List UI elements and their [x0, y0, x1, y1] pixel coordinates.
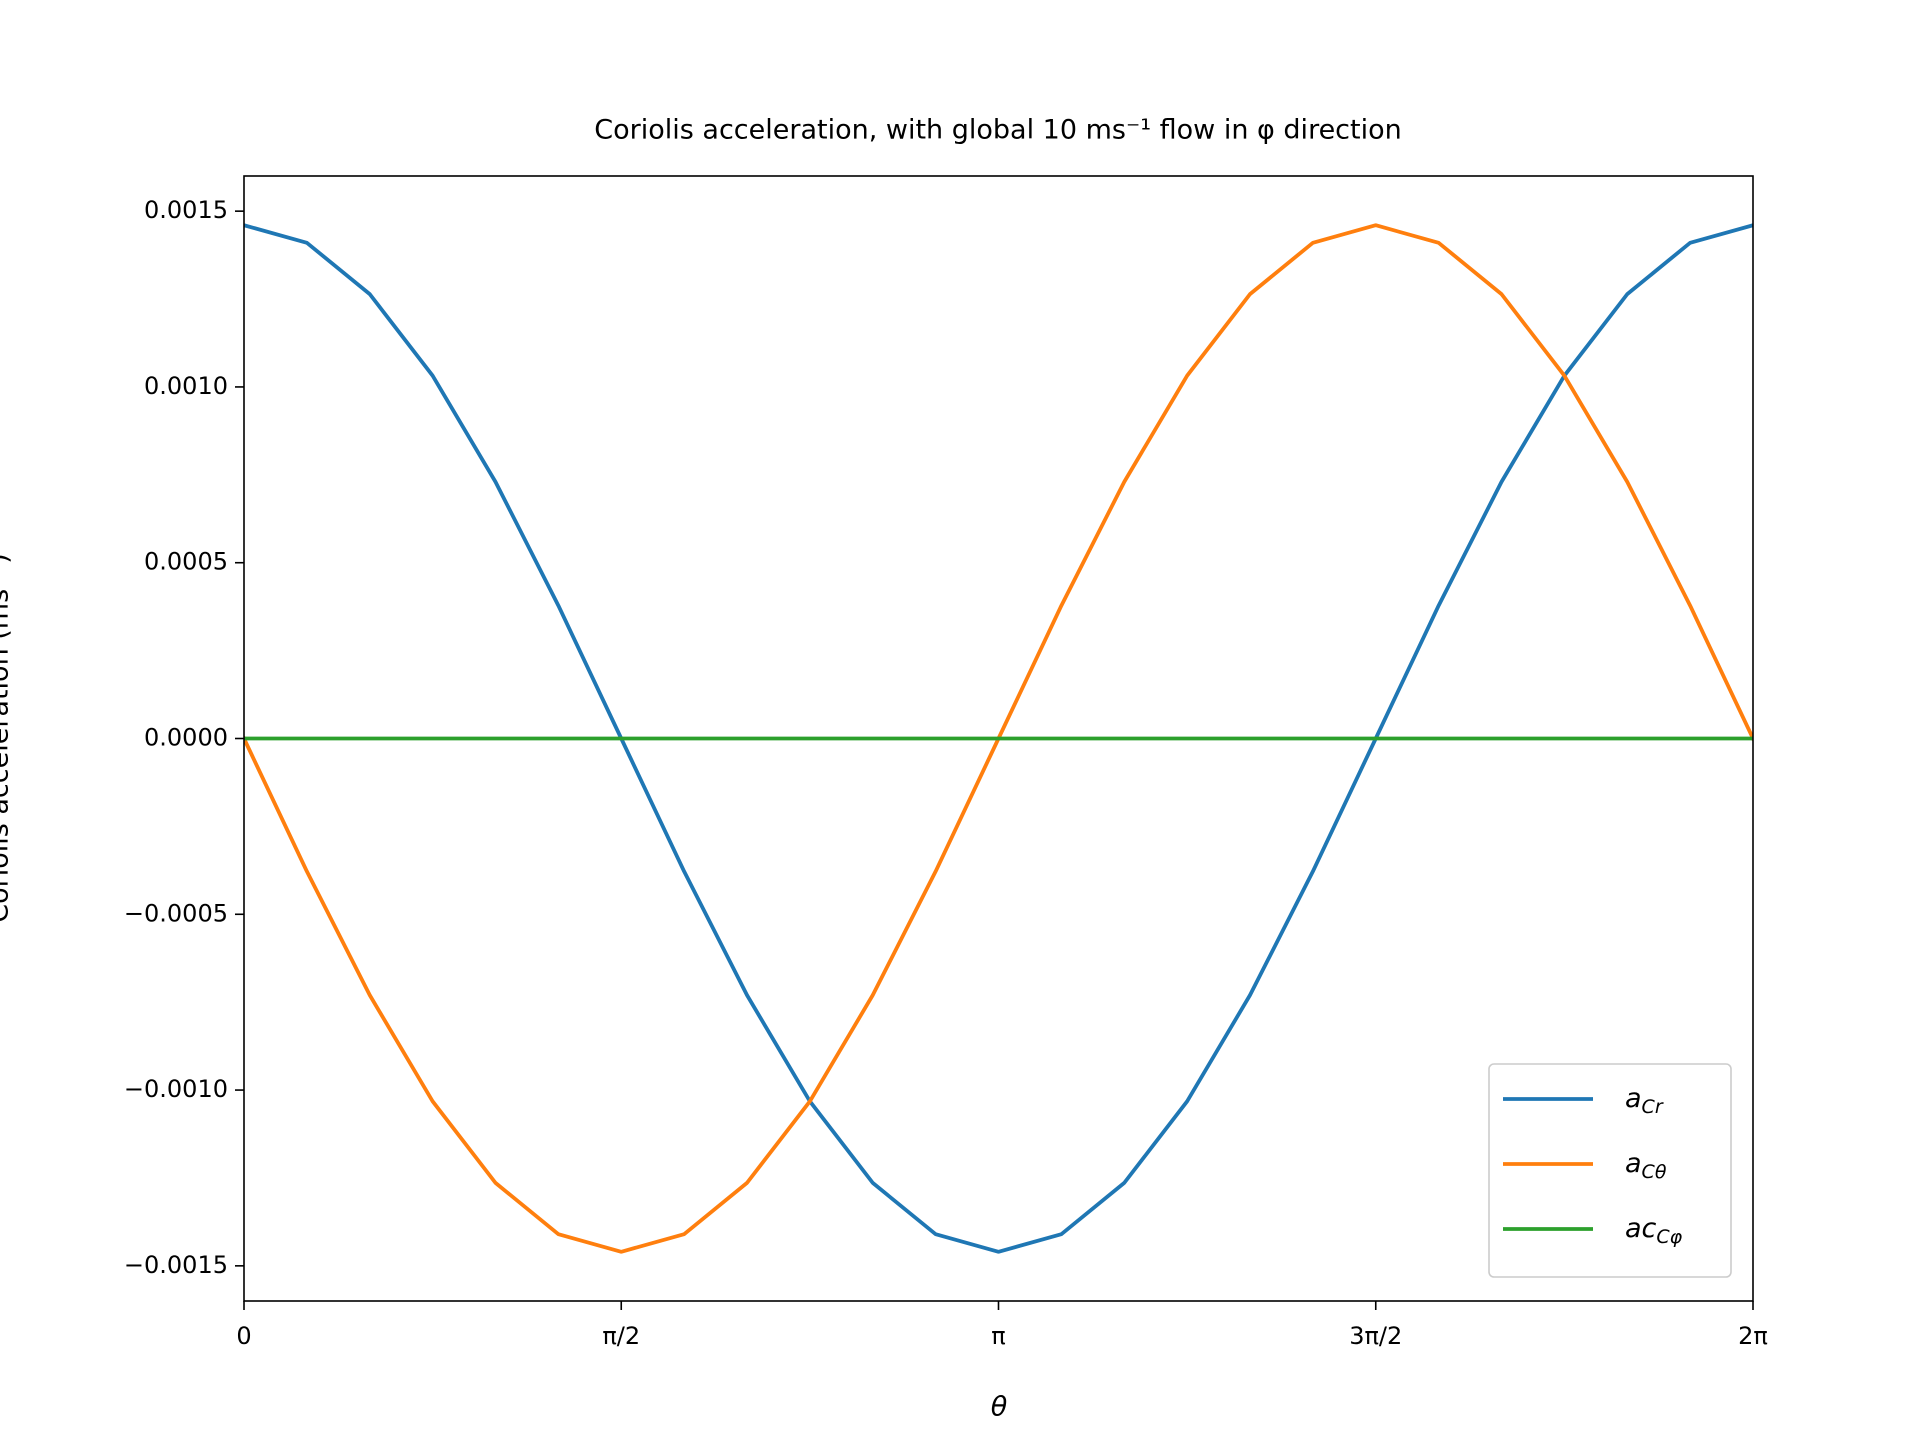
chart-title: Coriolis acceleration, with global 10 ms… [594, 115, 1402, 146]
y-tick-label: −0.0005 [124, 899, 228, 927]
x-tick-label: 2π [1738, 1322, 1768, 1350]
axes-frame [243, 175, 1754, 1302]
legend-subscript: Cθ [1642, 1161, 1667, 1183]
x-tick-label: 3π/2 [1349, 1322, 1402, 1350]
legend-name: a [1625, 1083, 1642, 1114]
legend-label: acCφ [1625, 1213, 1683, 1248]
legend-subscript: Cr [1642, 1096, 1664, 1118]
x-tick-label: π/2 [602, 1322, 640, 1350]
y-tick-label: 0.0000 [144, 724, 228, 752]
legend-label: aCr [1625, 1083, 1664, 1118]
y-axis-label: Coriolis acceleration (ms⁻²) [0, 553, 15, 923]
series-line [244, 223, 1753, 1254]
legend-name: a [1625, 1148, 1642, 1179]
x-tick-label: π [991, 1322, 1005, 1350]
y-tick-label: −0.0015 [124, 1251, 228, 1279]
legend-subscript: Cφ [1656, 1226, 1682, 1248]
x-axis-label: θ [991, 1392, 1008, 1423]
x-tick-label: 0 [236, 1322, 251, 1350]
y-tick-label: 0.0005 [144, 548, 228, 576]
legend-box [1488, 1063, 1732, 1278]
y-tick-label: −0.0010 [124, 1075, 228, 1103]
legend-name: ac [1625, 1213, 1657, 1244]
y-tick-label: 0.0015 [144, 196, 228, 224]
legend-label: aCθ [1625, 1148, 1667, 1183]
y-tick-label: 0.0010 [144, 372, 228, 400]
